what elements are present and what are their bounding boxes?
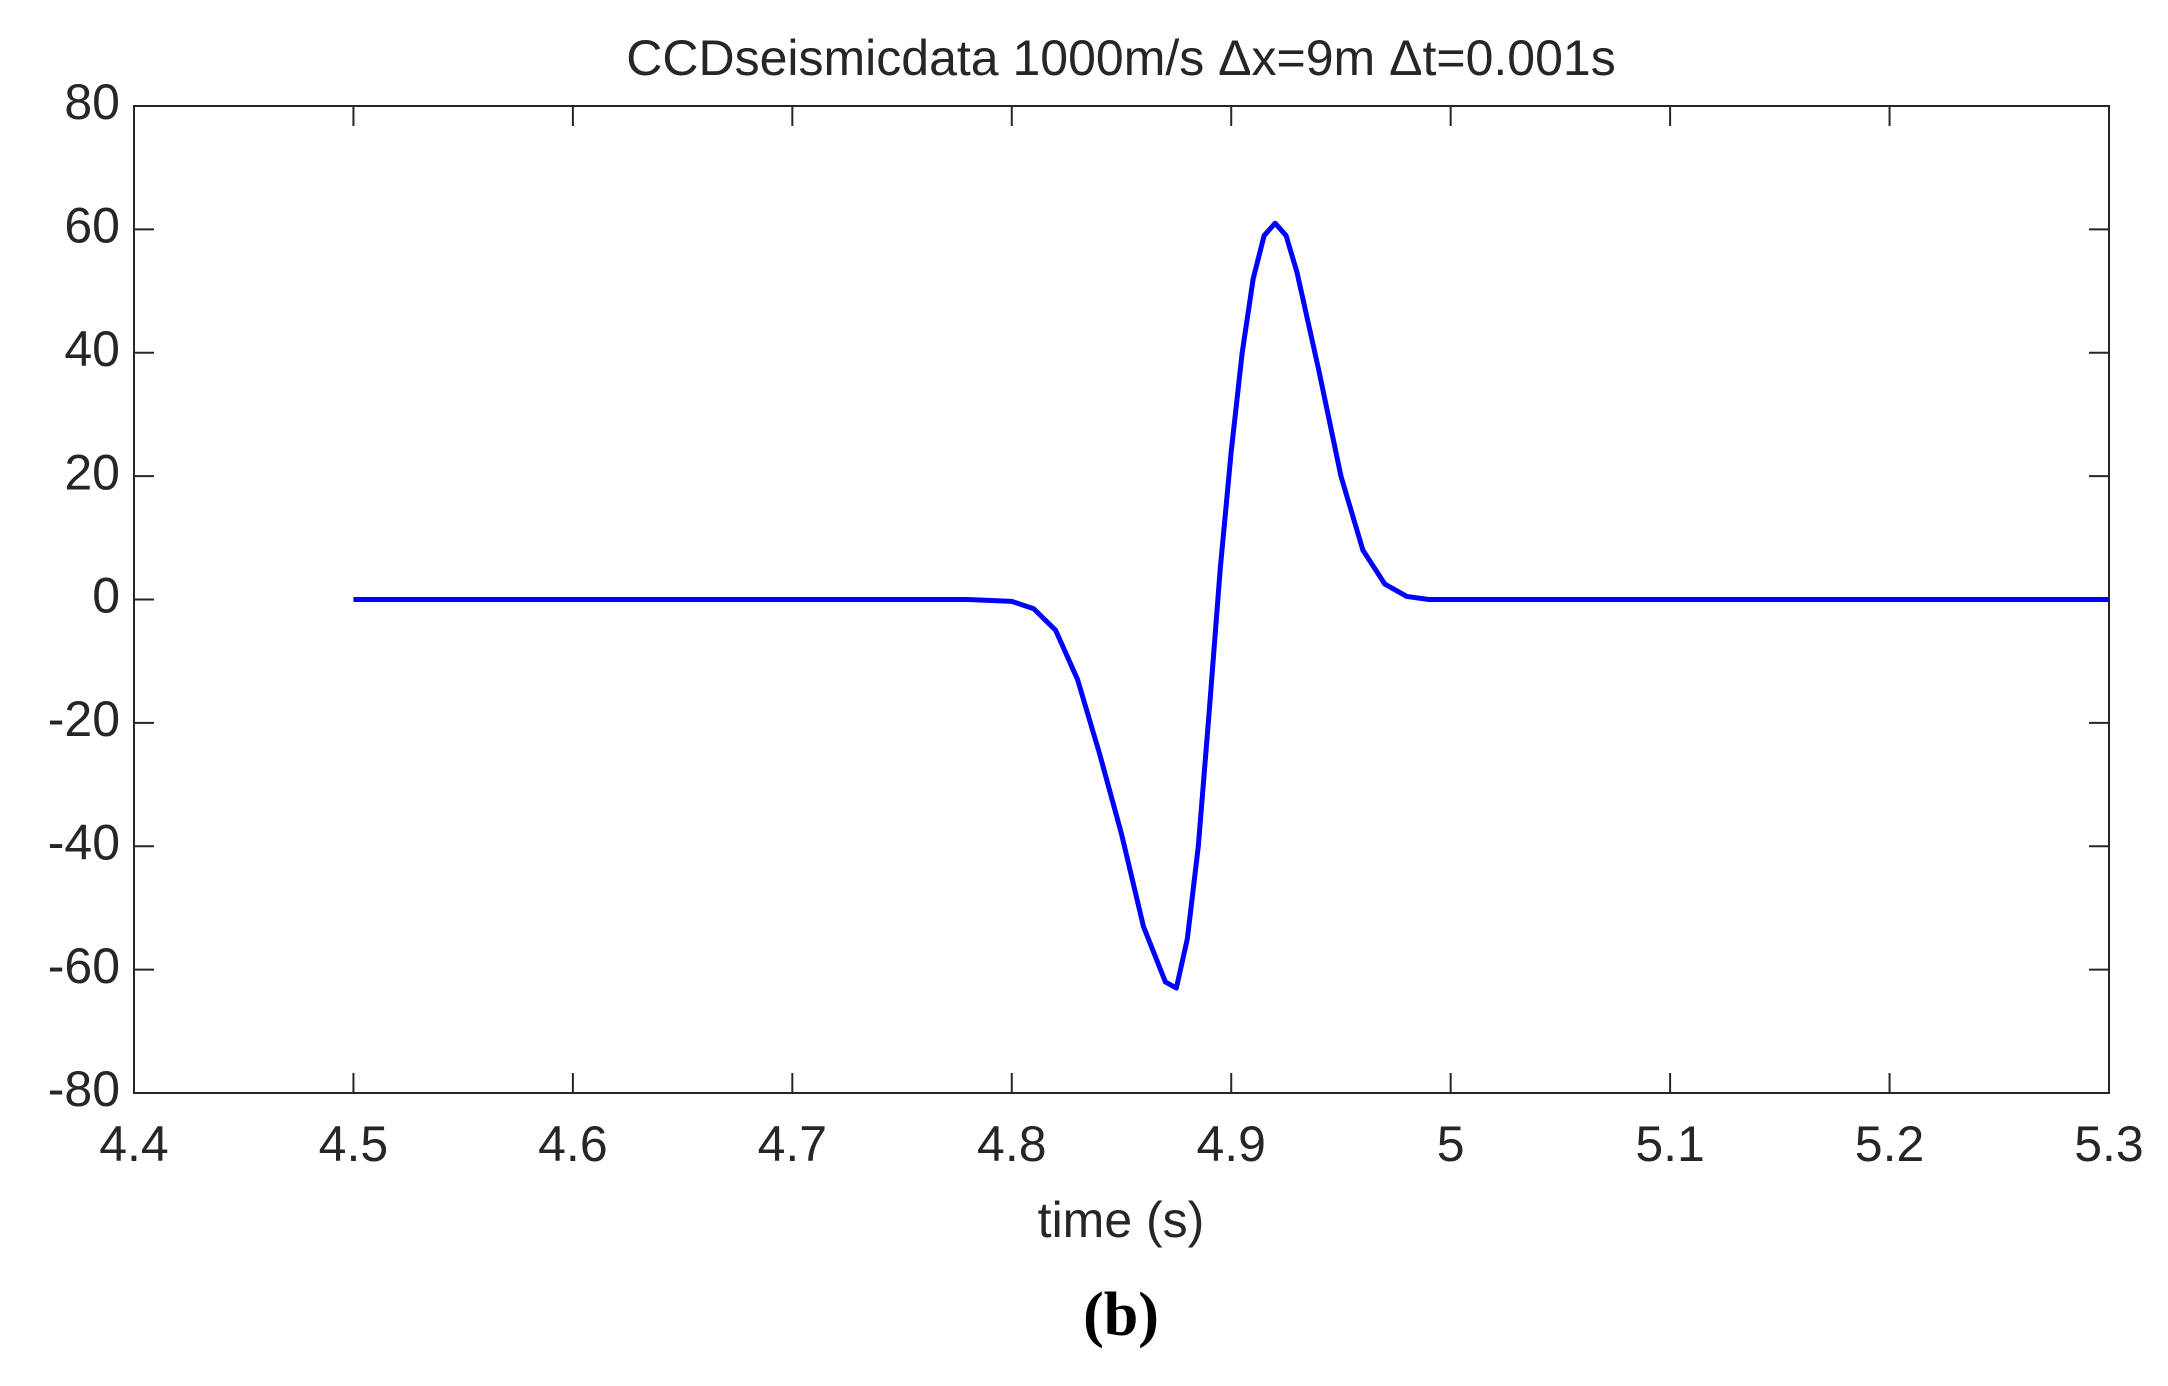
- x-tick-label: 4.7: [758, 1116, 828, 1172]
- y-tick-label: 40: [64, 321, 120, 377]
- x-axis-label: time (s): [1038, 1192, 1205, 1248]
- x-tick-label: 4.8: [977, 1116, 1047, 1172]
- y-tick-label: -60: [48, 938, 120, 994]
- data-line: [353, 220, 2109, 991]
- x-tick-label: 4.6: [538, 1116, 608, 1172]
- y-tick-label: 80: [64, 74, 120, 130]
- y-tick-label: -40: [48, 814, 120, 870]
- x-tick-label: 4.9: [1196, 1116, 1266, 1172]
- chart-title: CCDseismicdata 1000m/s Δx=9m Δt=0.001s: [626, 30, 1615, 86]
- x-tick-label: 4.4: [99, 1116, 169, 1172]
- caption: (b): [1083, 1281, 1159, 1349]
- y-tick-label: -80: [48, 1061, 120, 1117]
- x-tick-label: 5.2: [1855, 1116, 1925, 1172]
- y-tick-label: 60: [64, 198, 120, 254]
- y-tick-label: 0: [92, 568, 120, 624]
- x-tick-label: 5.3: [2074, 1116, 2144, 1172]
- x-tick-label: 4.5: [319, 1116, 389, 1172]
- x-tick-label: 5: [1437, 1116, 1465, 1172]
- y-tick-label: 20: [64, 444, 120, 500]
- x-tick-label: 5.1: [1635, 1116, 1705, 1172]
- y-tick-label: -20: [48, 691, 120, 747]
